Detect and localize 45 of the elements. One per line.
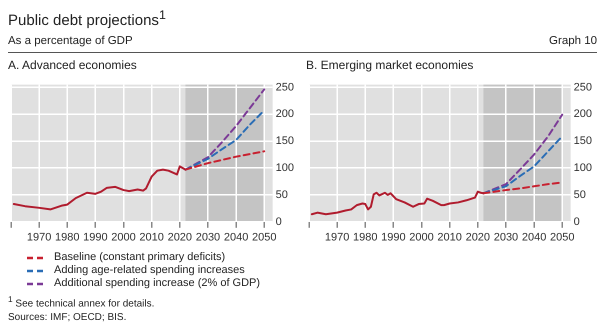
x-tick-label: 1970 [26,231,52,244]
line-series [482,114,564,194]
x-tick-label: 2020 [168,231,192,244]
line-series [184,88,266,171]
x-tick-label: 2010 [437,231,462,244]
line-series [482,135,564,194]
y-tick-label: 250 [574,81,592,94]
text: As a percentage of GDP [8,35,133,47]
y-tick-label: 250 [276,81,294,94]
x-tick-label: 1980 [353,231,378,244]
y-tick-label: 0 [574,216,580,228]
line-series [184,109,266,171]
y-tick-label: 50 [574,188,586,201]
x-tick-label: 2010 [139,231,164,244]
legend-label: Baseline (constant primary deficits) [54,251,226,264]
y-tick-label: 100 [276,162,294,174]
legend-label: Adding age-related spending increases [54,264,245,277]
caption: Graph 10 [549,35,597,47]
x-tick-label: 2050 [550,231,574,244]
y-tick-label: 200 [276,108,294,120]
x-tick-label: 2050 [252,231,276,244]
x-tick-label: 2040 [522,231,546,244]
text: $^{1}$ See technical annex for details. [8,294,156,310]
x-tick-label: 1970 [324,231,350,244]
x-tick-label: 1980 [55,231,80,244]
legend-label: Additional spending increase (2% of GDP) [54,277,260,290]
x-tick-label: 1990 [83,231,108,244]
source-note: Sources: IMF; OECD; BIS. [8,312,128,324]
x-tick-label: 2000 [409,231,434,244]
x-tick-label: 2040 [224,231,248,244]
x-tick-label: 2020 [466,231,490,244]
chart-title: B. Emerging market economies [306,58,474,72]
y-tick-label: 50 [276,188,288,201]
line-series [184,150,266,171]
x-tick-label: 2000 [111,231,136,244]
y-tick-label: 150 [574,135,592,148]
text: Public debt projections$^{1}$ [8,8,167,29]
y-tick-label: 150 [276,135,294,148]
chart-title: A. Advanced economies [8,58,138,72]
y-tick-label: 200 [574,108,592,120]
y-tick-label: 100 [574,162,592,174]
x-tick-label: 2030 [196,231,220,244]
x-tick-label: 2030 [494,231,518,244]
y-tick-label: 0 [276,216,282,228]
x-tick-label: 1990 [381,231,406,244]
